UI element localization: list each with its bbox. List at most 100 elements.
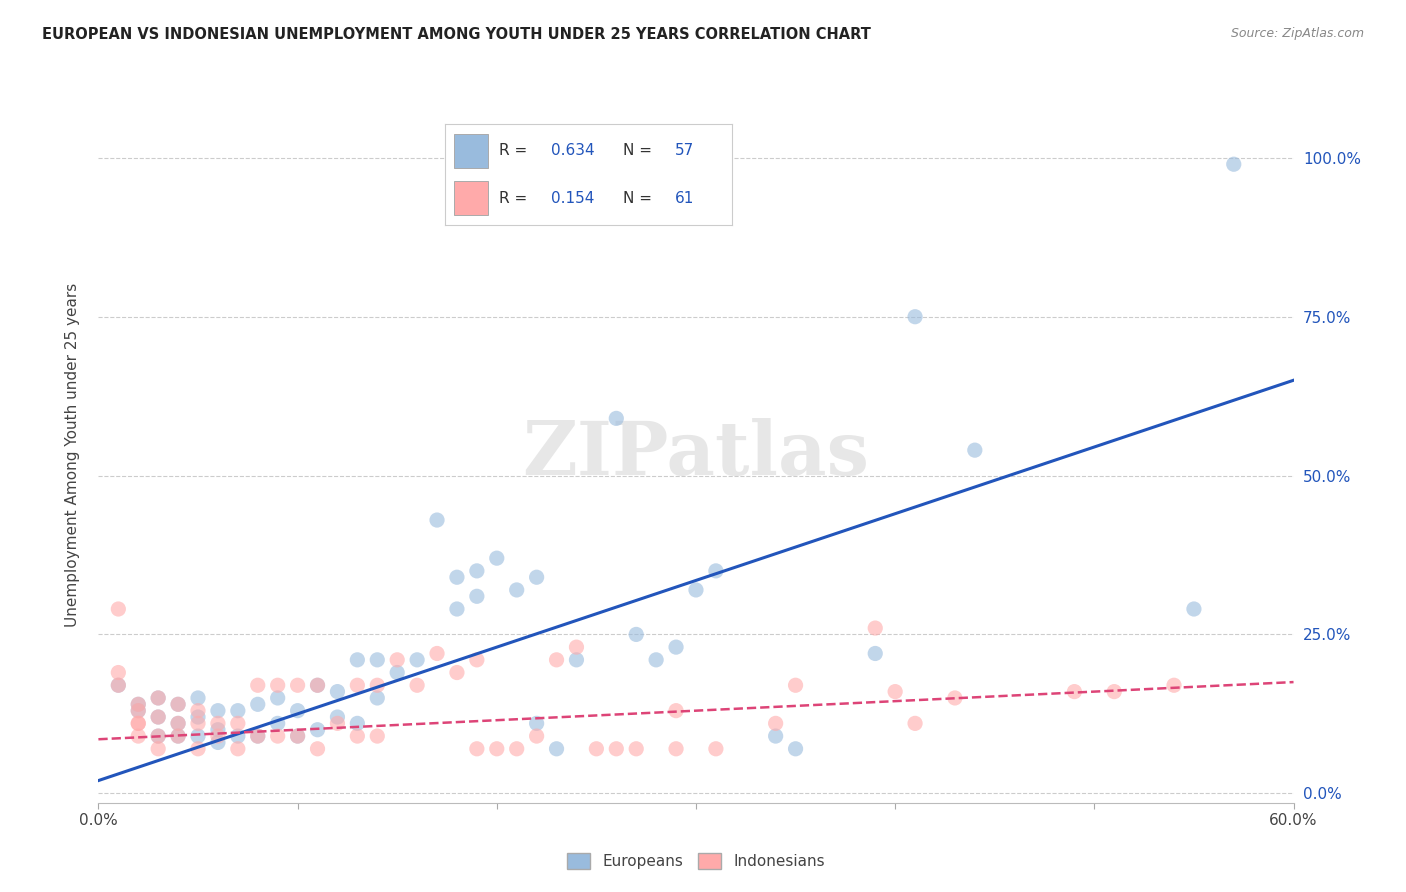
Point <box>863 647 887 661</box>
Point <box>167 716 190 731</box>
Point <box>446 570 468 584</box>
Point <box>187 729 209 743</box>
Point <box>506 582 529 597</box>
Point <box>127 716 149 731</box>
Point <box>246 729 269 743</box>
Point <box>605 741 627 756</box>
Point <box>863 621 887 635</box>
Point <box>326 710 349 724</box>
Y-axis label: Unemployment Among Youth under 25 years: Unemployment Among Youth under 25 years <box>65 283 80 627</box>
Point <box>307 678 329 692</box>
Point <box>207 704 229 718</box>
Point <box>385 653 409 667</box>
Point <box>426 513 449 527</box>
Point <box>446 602 468 616</box>
Point <box>107 602 129 616</box>
Point <box>287 729 309 743</box>
Point <box>148 729 170 743</box>
Point <box>704 741 727 756</box>
Point <box>346 653 368 667</box>
Point <box>207 723 229 737</box>
Point <box>426 647 449 661</box>
Point <box>307 678 329 692</box>
Point <box>665 704 688 718</box>
Point <box>605 411 627 425</box>
Point <box>148 710 170 724</box>
Point <box>465 589 488 603</box>
Point <box>326 684 349 698</box>
Point <box>148 690 170 705</box>
Point <box>366 690 388 705</box>
Point <box>267 729 290 743</box>
Point <box>765 716 787 731</box>
Point <box>267 716 290 731</box>
Point <box>127 698 149 712</box>
Point <box>127 698 149 712</box>
Point <box>246 698 269 712</box>
Point <box>148 741 170 756</box>
Point <box>107 678 129 692</box>
Point <box>1222 157 1246 171</box>
Point <box>346 678 368 692</box>
Point <box>127 729 149 743</box>
Point <box>287 704 309 718</box>
Point <box>446 665 468 680</box>
Point <box>585 741 607 756</box>
Point <box>127 704 149 718</box>
Point <box>127 716 149 731</box>
Point <box>187 710 209 724</box>
Point <box>765 729 787 743</box>
Point <box>526 570 548 584</box>
Point <box>148 710 170 724</box>
Point <box>565 653 588 667</box>
Point <box>526 729 548 743</box>
Point <box>406 678 429 692</box>
Point <box>226 741 249 756</box>
Point <box>546 741 568 756</box>
Point <box>267 678 290 692</box>
Point <box>207 716 229 731</box>
Point <box>148 690 170 705</box>
Point <box>465 653 488 667</box>
Point <box>904 716 927 731</box>
Point <box>107 678 129 692</box>
Point <box>785 741 807 756</box>
Point <box>187 741 209 756</box>
Point <box>685 582 707 597</box>
Point <box>366 678 388 692</box>
Point <box>226 716 249 731</box>
Point <box>346 716 368 731</box>
Point <box>246 678 269 692</box>
Point <box>207 735 229 749</box>
Point <box>167 729 190 743</box>
Point <box>267 690 290 705</box>
Point <box>226 729 249 743</box>
Point <box>704 564 727 578</box>
Point <box>127 704 149 718</box>
Legend: Europeans, Indonesians: Europeans, Indonesians <box>561 847 831 875</box>
Point <box>1163 678 1185 692</box>
Text: EUROPEAN VS INDONESIAN UNEMPLOYMENT AMONG YOUTH UNDER 25 YEARS CORRELATION CHART: EUROPEAN VS INDONESIAN UNEMPLOYMENT AMON… <box>42 27 872 42</box>
Point <box>485 741 508 756</box>
Point <box>485 551 508 566</box>
Point <box>167 698 190 712</box>
Point <box>187 716 209 731</box>
Text: ZIPatlas: ZIPatlas <box>523 418 869 491</box>
Point <box>785 678 807 692</box>
Point <box>366 653 388 667</box>
Point <box>645 653 668 667</box>
Point <box>167 729 190 743</box>
Point <box>665 741 688 756</box>
Point <box>665 640 688 654</box>
Point <box>1102 684 1125 698</box>
Point <box>287 678 309 692</box>
Point <box>187 704 209 718</box>
Point <box>226 704 249 718</box>
Point <box>406 653 429 667</box>
Point <box>287 729 309 743</box>
Point <box>1063 684 1085 698</box>
Point <box>506 741 529 756</box>
Point <box>626 627 648 641</box>
Point <box>346 729 368 743</box>
Point <box>963 443 986 458</box>
